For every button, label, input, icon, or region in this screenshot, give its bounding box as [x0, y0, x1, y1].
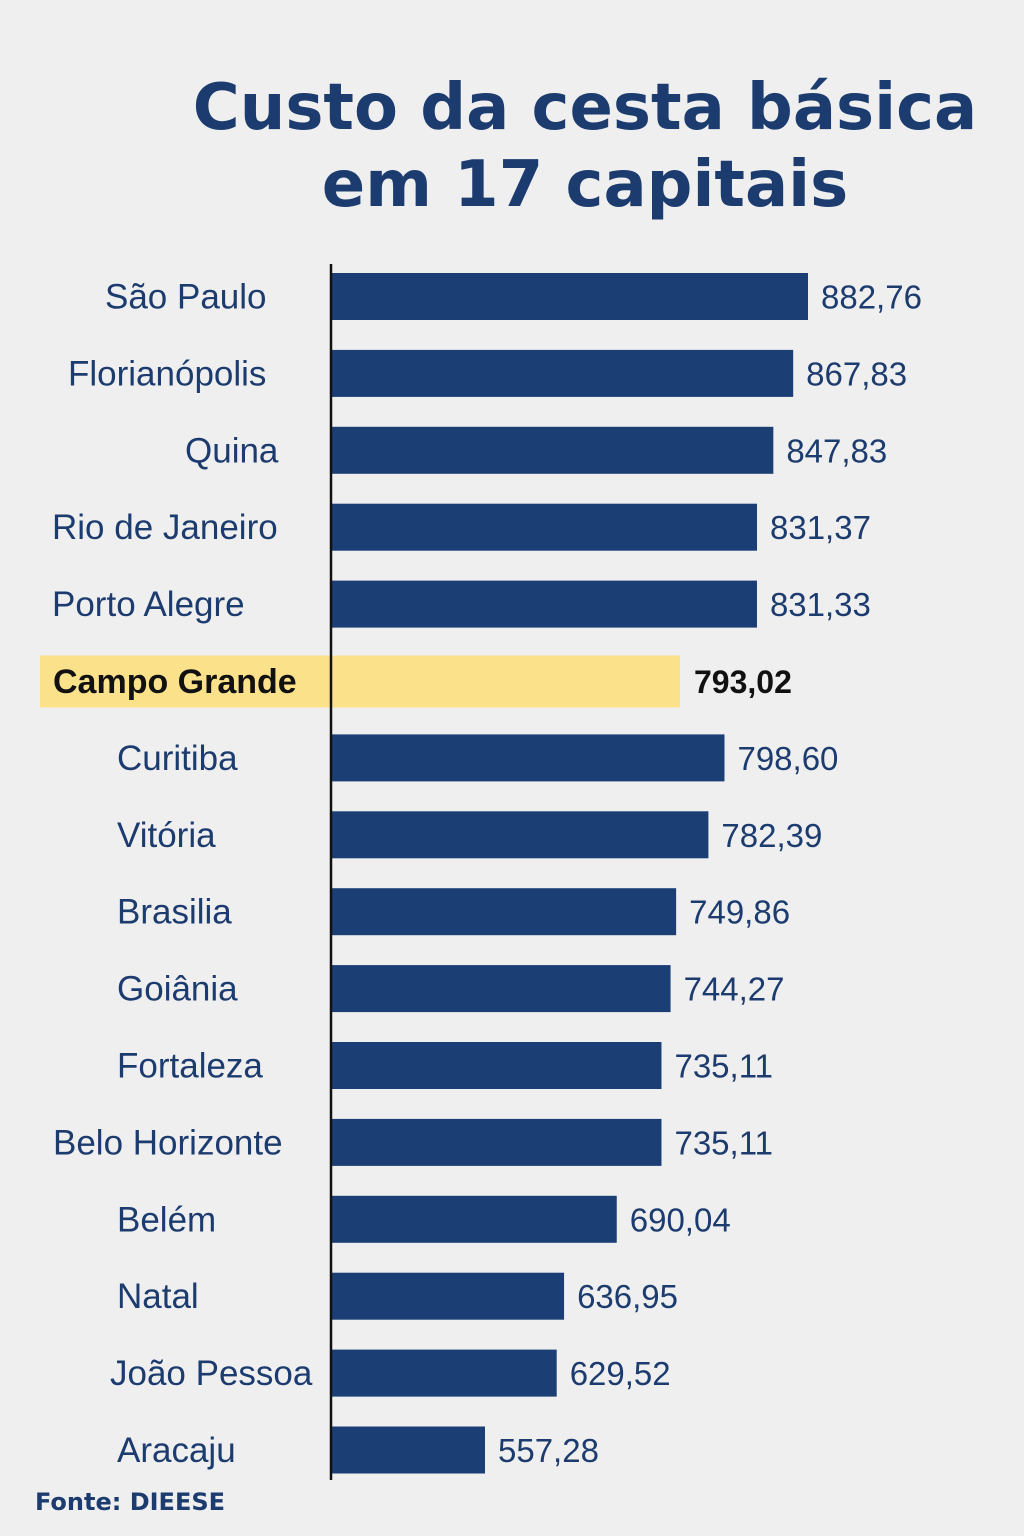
value-label-5: 831,33 [770, 586, 871, 623]
category-label-6: Campo Grande [53, 663, 297, 701]
chart-title-line-2: em 17 capitais [321, 148, 849, 222]
value-label-11: 735,11 [674, 1048, 772, 1085]
category-label-11: Fortaleza [117, 1047, 263, 1086]
chart-title-line-1: Custo da cesta básica [192, 71, 978, 145]
bar-3 [331, 426, 774, 474]
bar-9 [331, 888, 677, 936]
category-label-4: Rio de Janeiro [52, 508, 278, 547]
bar-4 [331, 503, 758, 551]
value-label-7: 798,60 [737, 740, 838, 777]
value-label-6: 793,02 [694, 664, 792, 700]
highlight-band-6 [40, 655, 680, 708]
category-label-7: Curitiba [117, 739, 238, 778]
bar-14 [331, 1272, 565, 1320]
value-label-8: 782,39 [721, 817, 822, 854]
bar-7 [331, 734, 725, 782]
category-label-13: Belém [117, 1200, 216, 1239]
value-label-16: 557,28 [498, 1432, 599, 1469]
value-label-1: 882,76 [821, 279, 922, 316]
bar-12 [331, 1118, 662, 1166]
bar-11 [331, 1042, 662, 1089]
category-label-12: Belo Horizonte [53, 1123, 283, 1162]
category-label-16: Aracaju [117, 1431, 236, 1470]
bar-8 [331, 811, 709, 859]
value-label-13: 690,04 [630, 1201, 731, 1238]
value-label-9: 749,86 [689, 894, 790, 931]
category-label-2: Florianópolis [68, 354, 266, 393]
category-label-8: Vitória [117, 816, 216, 855]
value-label-2: 867,83 [806, 355, 907, 392]
category-label-5: Porto Alegre [52, 585, 245, 624]
category-label-9: Brasilia [117, 893, 232, 932]
value-label-4: 831,37 [770, 509, 871, 546]
chart-title: Custo da cesta básica em 17 capitais [40, 70, 1024, 224]
value-label-3: 847,83 [786, 432, 887, 469]
bar-15 [331, 1349, 557, 1397]
category-label-3: Quina [185, 431, 279, 470]
category-label-10: Goiânia [117, 970, 238, 1009]
bar-10 [331, 965, 671, 1013]
category-label-1: São Paulo [105, 278, 267, 317]
value-label-10: 744,27 [684, 971, 785, 1008]
bar-5 [331, 580, 757, 628]
value-label-15: 629,52 [570, 1355, 671, 1392]
source-note: Fonte: DIEESE [35, 1488, 226, 1516]
category-label-14: Natal [117, 1277, 199, 1316]
bar-2 [331, 349, 794, 397]
value-label-14: 636,95 [577, 1278, 678, 1315]
category-label-15: João Pessoa [110, 1354, 313, 1393]
value-label-12: 735,11 [674, 1124, 772, 1161]
bar-13 [331, 1195, 617, 1243]
bar-16 [331, 1426, 485, 1474]
bar-1 [331, 273, 808, 320]
